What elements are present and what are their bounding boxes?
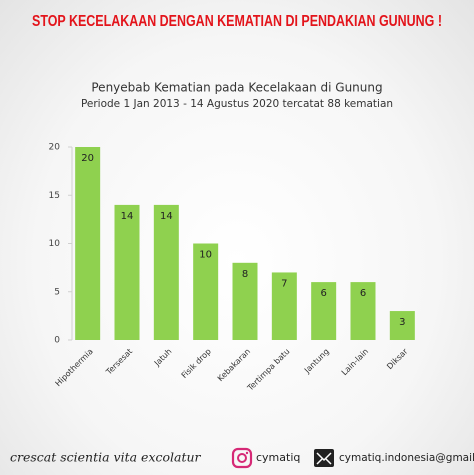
- y-tick-label: 5: [54, 287, 60, 297]
- bar: [311, 282, 337, 340]
- y-tick-label: 15: [49, 191, 60, 201]
- bar: [350, 282, 376, 340]
- bar: [271, 272, 297, 340]
- data-label: 8: [242, 269, 248, 280]
- y-tick-label: 10: [49, 239, 61, 249]
- email-icon: [314, 449, 334, 467]
- chart-subtitle: Periode 1 Jan 2013 - 14 Agustus 2020 ter…: [81, 98, 393, 110]
- x-tick-label: Fisik drop: [180, 347, 213, 380]
- bar: [232, 262, 258, 340]
- x-tick-label: Tersesat: [104, 347, 134, 377]
- bar: [153, 204, 179, 340]
- data-label: 14: [160, 211, 173, 222]
- instagram-icon: [231, 447, 253, 469]
- bar: [389, 311, 415, 340]
- bar: [193, 243, 219, 340]
- data-label: 7: [281, 278, 287, 289]
- data-label: 3: [399, 317, 405, 328]
- x-tick-label: Hipothermia: [54, 347, 95, 388]
- chart-title: Penyebab Kematian pada Kecelakaan di Gun…: [91, 81, 382, 95]
- bar: [75, 147, 101, 340]
- data-label: 14: [121, 211, 134, 222]
- instagram-handle: cymatiq: [256, 451, 300, 464]
- data-label: 6: [320, 288, 326, 299]
- x-tick-label: Jatuh: [152, 347, 174, 369]
- x-tick-label: Kebakaran: [216, 347, 252, 383]
- banner: STOP KECELAKAAN DENGAN KEMATIAN DI PENDA…: [32, 13, 442, 30]
- x-tick-label: Tertimpa batu: [245, 347, 291, 393]
- data-label: 6: [360, 288, 366, 299]
- y-tick-label: 20: [49, 143, 61, 153]
- motto: crescat scientia vita excolatur: [10, 450, 202, 465]
- data-label: 10: [199, 250, 212, 261]
- data-label: 20: [81, 153, 94, 164]
- x-tick-label: Jantung: [302, 347, 331, 376]
- y-tick-label: 0: [54, 336, 60, 346]
- x-tick-label: Lain-lain: [340, 347, 370, 377]
- x-tick-label: Diksar: [385, 346, 410, 371]
- bar: [114, 204, 140, 340]
- email: cymatiq.indonesia@gmail.com: [339, 452, 474, 464]
